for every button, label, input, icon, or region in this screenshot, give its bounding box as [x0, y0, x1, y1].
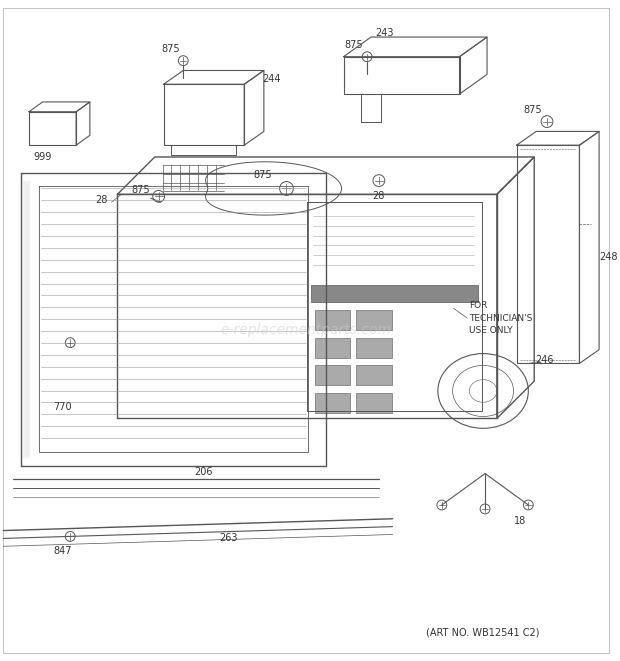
Text: 875: 875	[131, 185, 150, 196]
Bar	[356, 311, 392, 330]
Text: 263: 263	[219, 533, 237, 543]
Text: 875: 875	[161, 44, 180, 54]
Text: 28: 28	[95, 195, 108, 206]
Text: 875: 875	[523, 105, 541, 115]
Text: 847: 847	[53, 546, 71, 556]
Text: 999: 999	[33, 152, 52, 162]
Bar	[315, 311, 350, 330]
Bar	[356, 338, 392, 358]
Text: 28: 28	[373, 191, 385, 202]
Text: 18: 18	[515, 516, 526, 525]
Text: 243: 243	[376, 28, 394, 38]
Text: e-replacementparts.com: e-replacementparts.com	[221, 323, 392, 337]
Text: 875: 875	[344, 40, 363, 50]
Text: FOR
TECHNICIAN'S
USE ONLY: FOR TECHNICIAN'S USE ONLY	[469, 301, 533, 335]
Text: 206: 206	[195, 467, 213, 477]
Bar	[315, 366, 350, 385]
Text: 248: 248	[599, 253, 618, 262]
Text: 875: 875	[254, 170, 272, 180]
Text: 770: 770	[53, 402, 72, 412]
Bar	[356, 366, 392, 385]
Bar	[315, 338, 350, 358]
Bar	[315, 393, 350, 412]
Text: 244: 244	[262, 74, 281, 85]
Text: (ART NO. WB12541 C2): (ART NO. WB12541 C2)	[427, 628, 540, 638]
Bar	[356, 393, 392, 412]
Text: 246: 246	[535, 354, 553, 364]
Bar	[311, 285, 478, 303]
